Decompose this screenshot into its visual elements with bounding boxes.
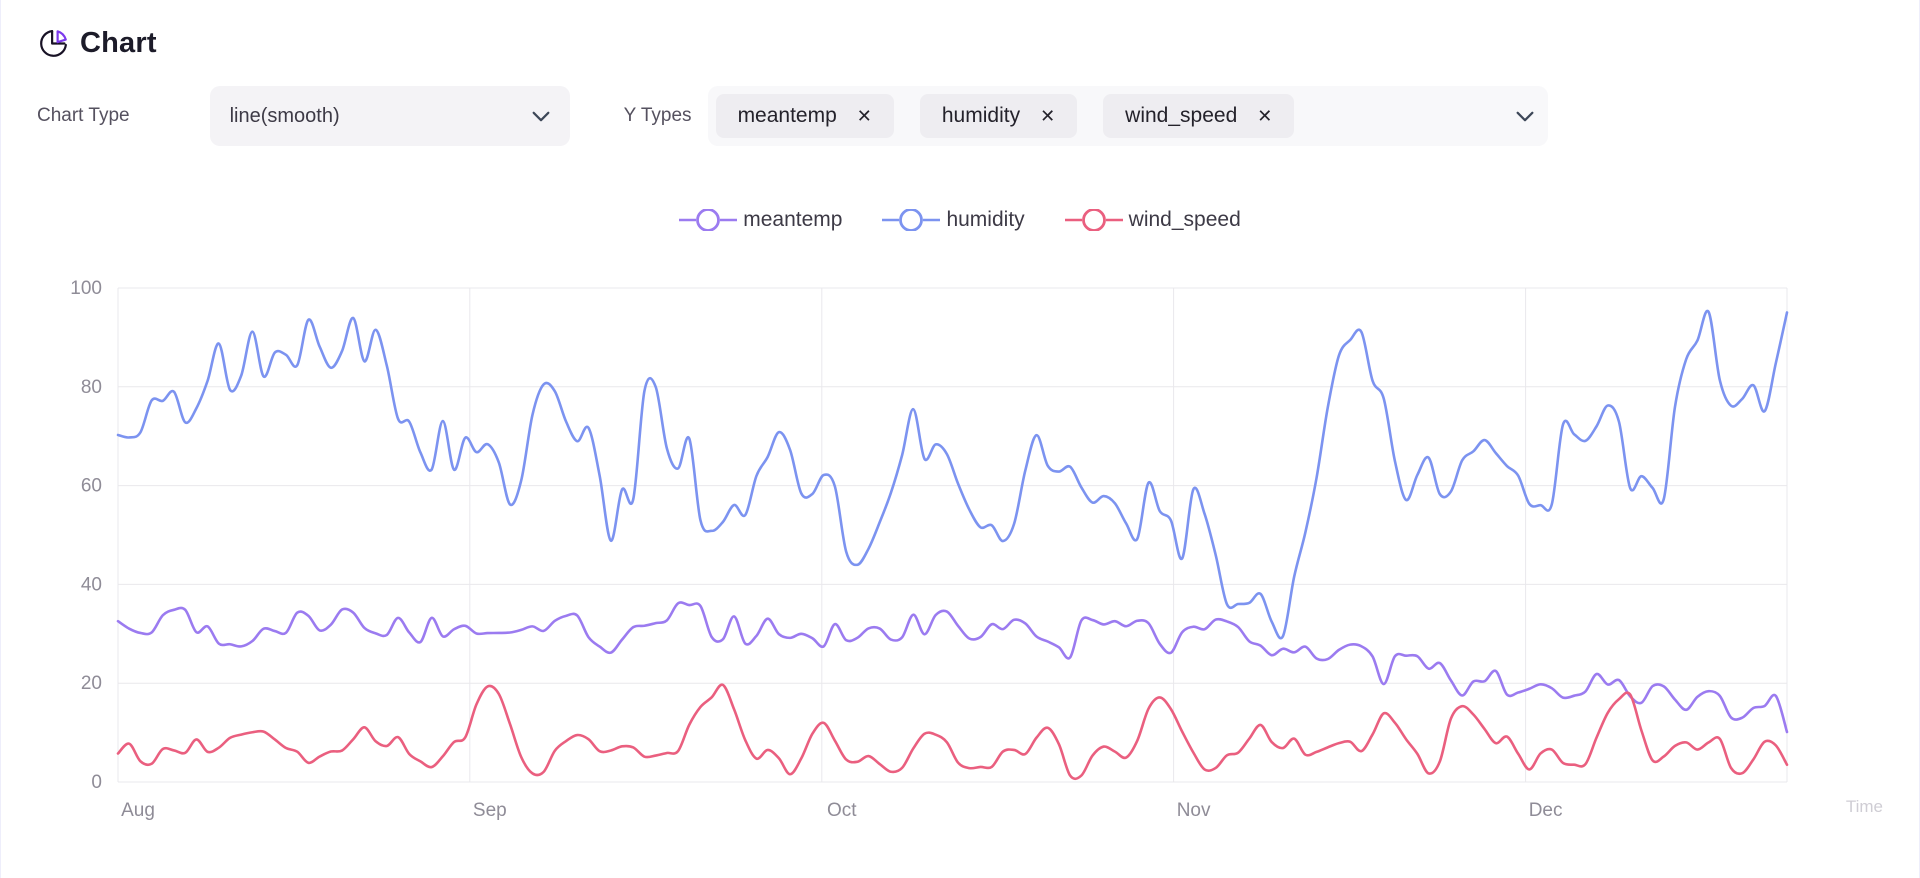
- svg-text:Nov: Nov: [1177, 800, 1211, 821]
- svg-text:Dec: Dec: [1529, 800, 1563, 821]
- svg-text:Oct: Oct: [827, 800, 857, 821]
- svg-text:Aug: Aug: [121, 800, 155, 821]
- svg-text:20: 20: [81, 673, 102, 694]
- svg-text:60: 60: [81, 476, 102, 497]
- svg-text:0: 0: [91, 772, 102, 793]
- svg-text:40: 40: [81, 574, 102, 595]
- svg-text:Time: Time: [1846, 797, 1883, 816]
- svg-text:Sep: Sep: [473, 800, 507, 821]
- svg-text:100: 100: [70, 280, 102, 299]
- svg-text:80: 80: [81, 377, 102, 398]
